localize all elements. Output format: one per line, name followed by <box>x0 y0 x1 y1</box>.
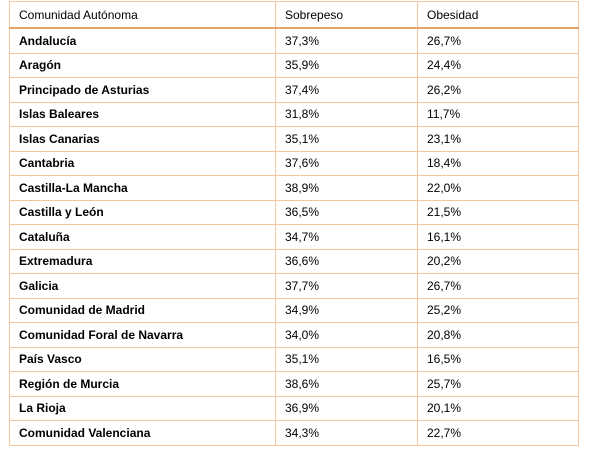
header-overweight: Sobrepeso <box>275 1 418 29</box>
region-cell: Galicia <box>9 273 276 299</box>
table-row: Galicia 37,7% 26,7% <box>9 273 579 299</box>
obesity-cell: 18,4% <box>417 150 579 176</box>
overweight-cell: 37,4% <box>275 77 418 103</box>
region-cell: Castilla y León <box>9 199 276 225</box>
obesity-cell: 23,1% <box>417 126 579 152</box>
overweight-cell: 34,0% <box>275 322 418 348</box>
table-row: Aragón 35,9% 24,4% <box>9 52 579 78</box>
overweight-cell: 37,6% <box>275 150 418 176</box>
obesity-cell: 24,4% <box>417 52 579 78</box>
header-obesity: Obesidad <box>417 1 579 29</box>
region-cell: Cataluña <box>9 224 276 250</box>
region-cell: Comunidad Foral de Navarra <box>9 322 276 348</box>
obesity-cell: 22,0% <box>417 175 579 201</box>
obesity-cell: 22,7% <box>417 420 579 446</box>
overweight-cell: 35,1% <box>275 346 418 372</box>
region-cell: Región de Murcia <box>9 371 276 397</box>
obesity-cell: 16,5% <box>417 346 579 372</box>
overweight-cell: 36,9% <box>275 395 418 421</box>
table-row: País Vasco 35,1% 16,5% <box>9 346 579 372</box>
overweight-cell: 35,1% <box>275 126 418 152</box>
overweight-cell: 38,9% <box>275 175 418 201</box>
overweight-cell: 36,6% <box>275 248 418 274</box>
table-row: Castilla y León 36,5% 21,5% <box>9 199 579 225</box>
overweight-cell: 31,8% <box>275 101 418 127</box>
table-row: Comunidad de Madrid 34,9% 25,2% <box>9 297 579 323</box>
table-row: Cataluña 34,7% 16,1% <box>9 224 579 250</box>
table-row: Región de Murcia 38,6% 25,7% <box>9 371 579 397</box>
table-row: La Rioja 36,9% 20,1% <box>9 395 579 421</box>
obesity-cell: 20,8% <box>417 322 579 348</box>
overweight-cell: 38,6% <box>275 371 418 397</box>
table-row: Principado de Asturias 37,4% 26,2% <box>9 77 579 103</box>
header-row: Comunidad Autónoma Sobrepeso Obesidad <box>9 1 579 29</box>
obesity-cell: 20,2% <box>417 248 579 274</box>
obesity-cell: 25,2% <box>417 297 579 323</box>
overweight-cell: 35,9% <box>275 52 418 78</box>
obesity-cell: 26,7% <box>417 273 579 299</box>
table-row: Islas Canarias 35,1% 23,1% <box>9 126 579 152</box>
region-cell: La Rioja <box>9 395 276 421</box>
obesity-cell: 25,7% <box>417 371 579 397</box>
obesity-cell: 11,7% <box>417 101 579 127</box>
region-cell: Cantabria <box>9 150 276 176</box>
obesity-cell: 20,1% <box>417 395 579 421</box>
region-cell: Extremadura <box>9 248 276 274</box>
overweight-cell: 37,7% <box>275 273 418 299</box>
overweight-cell: 34,9% <box>275 297 418 323</box>
obesity-table-container: Comunidad Autónoma Sobrepeso Obesidad An… <box>9 1 579 446</box>
table-row: Cantabria 37,6% 18,4% <box>9 150 579 176</box>
region-cell: Castilla-La Mancha <box>9 175 276 201</box>
obesity-cell: 26,7% <box>417 27 579 54</box>
region-cell: País Vasco <box>9 346 276 372</box>
table-row: Andalucía 37,3% 26,7% <box>9 27 579 54</box>
table-body: Andalucía 37,3% 26,7% Aragón 35,9% 24,4% Princ… <box>9 27 579 446</box>
region-cell: Islas Canarias <box>9 126 276 152</box>
region-cell: Principado de Asturias <box>9 77 276 103</box>
obesity-cell: 26,2% <box>417 77 579 103</box>
obesity-by-region-table: Comunidad Autónoma Sobrepeso Obesidad An… <box>9 1 579 446</box>
table-row: Extremadura 36,6% 20,2% <box>9 248 579 274</box>
table-row: Islas Baleares 31,8% 11,7% <box>9 101 579 127</box>
overweight-cell: 34,3% <box>275 420 418 446</box>
obesity-cell: 21,5% <box>417 199 579 225</box>
region-cell: Aragón <box>9 52 276 78</box>
region-cell: Comunidad Valenciana <box>9 420 276 446</box>
table-row: Comunidad Valenciana 34,3% 22,7% <box>9 420 579 446</box>
overweight-cell: 37,3% <box>275 27 418 54</box>
table-header: Comunidad Autónoma Sobrepeso Obesidad <box>9 1 579 29</box>
overweight-cell: 36,5% <box>275 199 418 225</box>
region-cell: Andalucía <box>9 27 276 54</box>
overweight-cell: 34,7% <box>275 224 418 250</box>
obesity-cell: 16,1% <box>417 224 579 250</box>
region-cell: Islas Baleares <box>9 101 276 127</box>
region-cell: Comunidad de Madrid <box>9 297 276 323</box>
table-row: Comunidad Foral de Navarra 34,0% 20,8% <box>9 322 579 348</box>
header-region: Comunidad Autónoma <box>9 1 276 29</box>
table-row: Castilla-La Mancha 38,9% 22,0% <box>9 175 579 201</box>
